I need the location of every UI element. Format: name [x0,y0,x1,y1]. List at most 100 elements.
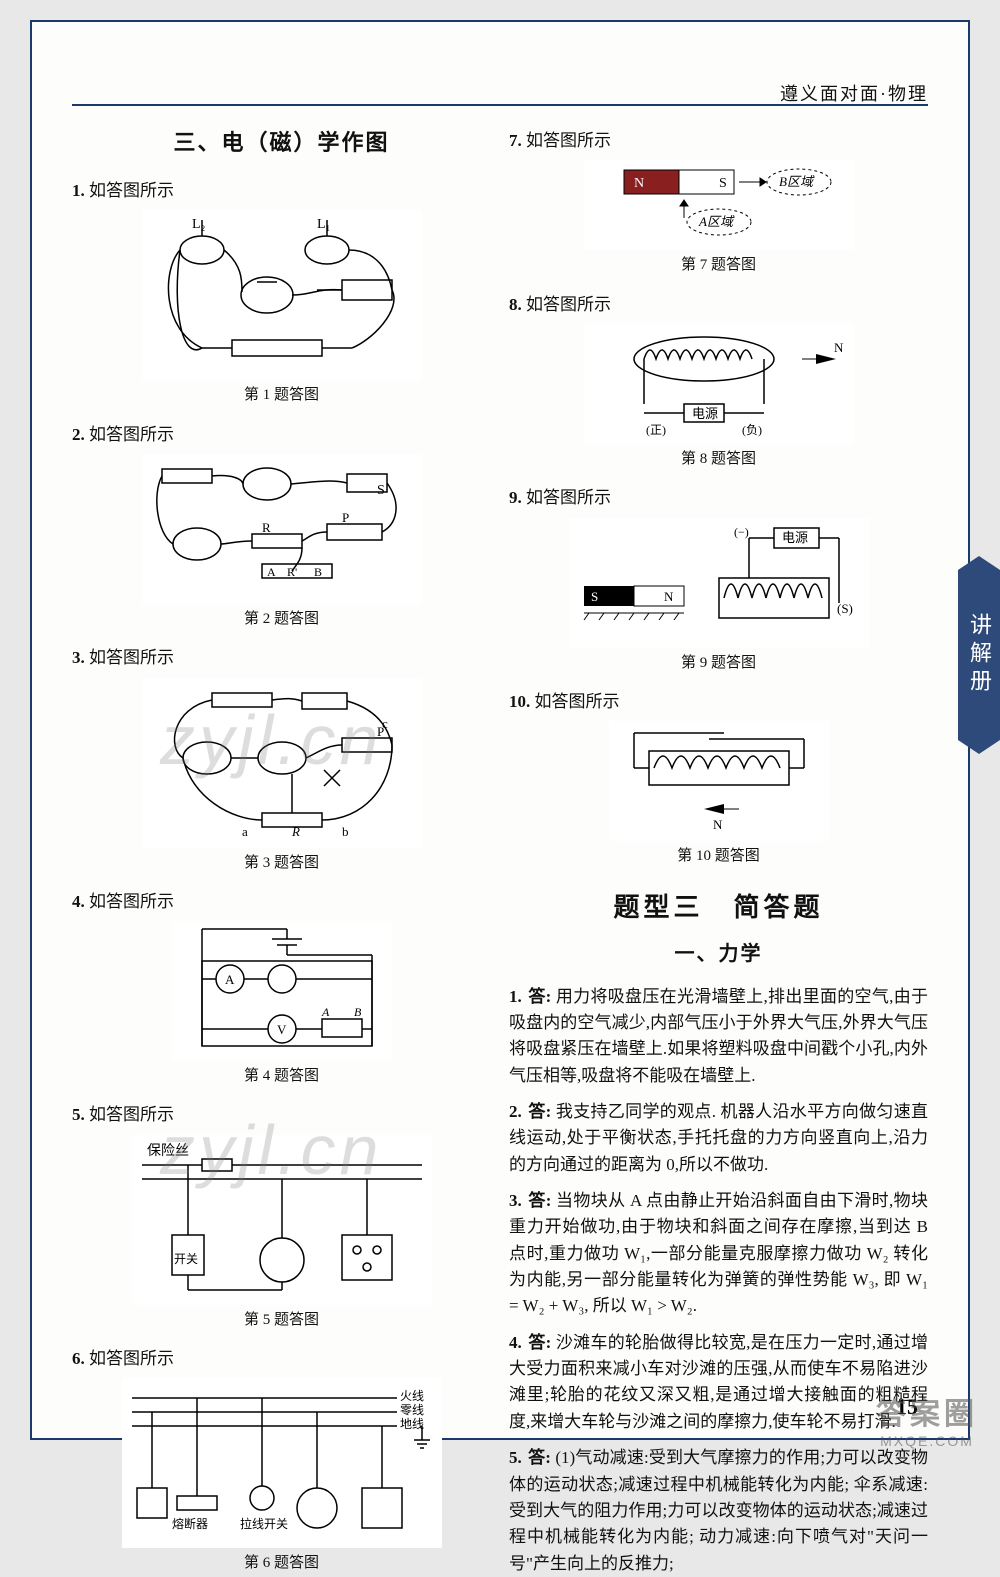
q3-line: 3. 如答图所示 [72,645,491,671]
q9-text: 如答图所示 [526,488,611,507]
q4-label-A2: A [321,1005,330,1019]
q3-num: 3. [72,648,85,667]
ans5-text: (1)气动减速:受到大气摩擦力的作用;力可以改变物体的运动状态;减速过程中机械能… [509,1448,928,1572]
q2-label-A: A [267,565,276,579]
q10-num: 10. [509,692,530,711]
q4-figure: A V A B 第 4 题答图 [72,921,491,1088]
q4-svg: A V A B [172,921,392,1061]
q8-text: 如答图所示 [526,295,611,314]
q7-text: 如答图所示 [526,131,611,150]
q1-text: 如答图所示 [89,181,174,200]
q1-caption: 第 1 题答图 [244,384,319,407]
running-head: 遵义面对面·物理 [780,80,928,106]
q4-caption: 第 4 题答图 [244,1065,319,1088]
q7-caption: 第 7 题答图 [681,254,756,277]
ans-3: 3. 答: 当物块从 A 点由静止开始沿斜面自由下滑时,物块重力开始做功,由于物… [509,1188,928,1320]
q3-label-a: a [242,824,248,839]
q8-label-neg: (负) [742,423,762,437]
q9-label-Sr: (S) [837,601,853,616]
q7-figure: N S B区域 A区域 第 7 题答图 [509,160,928,277]
side-tab: 讲解册 [958,570,1000,740]
q6-svg: 火线 零线 地线 熔断器 拉线开关 [122,1378,442,1548]
q5-svg: 保险丝 开关 [132,1135,432,1305]
q8-caption: 第 8 题答图 [681,448,756,471]
q5-figure: 保险丝 开关 第 5 题答图 [72,1135,491,1332]
q8-label-pos: (正) [646,423,666,437]
q4-label-B: B [354,1005,362,1019]
ans-2: 2. 答: 我支持乙同学的观点. 机器人沿水平方向做匀速直线运动,处于平衡状态,… [509,1099,928,1178]
q6-num: 6. [72,1349,85,1368]
ans5-label: 答: [528,1448,551,1467]
q6-label-fuse: 熔断器 [172,1516,208,1531]
ans1-text: 用力将吸盘压在光滑墙壁上,排出里面的空气,由于吸盘内的空气减少,内部气压小于外界… [509,987,928,1085]
right-column: 7. 如答图所示 N S B区域 A区域 [509,122,928,1388]
q9-line: 9. 如答图所示 [509,485,928,511]
ans3-text: 当物块从 A 点由静止开始沿斜面自由下滑时,物块重力开始做功,由于物块和斜面之间… [509,1191,928,1315]
q6-text: 如答图所示 [89,1349,174,1368]
q4-label-A: A [225,972,235,987]
q6-figure: 火线 零线 地线 熔断器 拉线开关 第 6 题答图 [72,1378,491,1575]
ans5-num: 5. [509,1448,522,1467]
q2-svg: S R P A R' B [142,454,422,604]
q4-line: 4. 如答图所示 [72,889,491,915]
q7-num: 7. [509,131,522,150]
q7-N: N [634,176,644,191]
q10-line: 10. 如答图所示 [509,689,928,715]
q1-label-L1: L₁ [317,217,330,232]
q1-line: 1. 如答图所示 [72,178,491,204]
q2-label-Rp: R' [287,565,297,579]
q9-label-neg: (−) [734,525,749,539]
header-rule [72,104,928,106]
ans3-label: 答: [528,1191,551,1210]
corner-logo-line1: 答案圈 [876,1389,978,1433]
corner-logo-line2: MXQE.COM [876,1433,978,1449]
q10-caption: 第 10 题答图 [677,845,760,868]
q5-num: 5. [72,1105,85,1124]
q9-caption: 第 9 题答图 [681,652,756,675]
q2-label-S: S [377,483,385,498]
ans2-label: 答: [528,1102,551,1121]
q4-label-V: V [277,1022,287,1037]
q5-caption: 第 5 题答图 [244,1309,319,1332]
q3-svg: c P a R b [142,678,422,848]
q2-label-P: P [342,510,349,525]
q10-svg: N [609,721,829,841]
q10-label-N: N [713,817,723,832]
q10-figure: N 第 10 题答图 [509,721,928,868]
qtype-heading: 题型三 简答题 [509,888,928,928]
ans2-text: 我支持乙同学的观点. 机器人沿水平方向做匀速直线运动,处于平衡状态,手托托盘的力… [509,1102,928,1174]
q7-svg: N S B区域 A区域 [584,160,854,250]
q8-label-N: N [834,340,844,355]
q6-line: 6. 如答图所示 [72,1346,491,1372]
ans-5: 5. 答: (1)气动减速:受到大气摩擦力的作用;力可以改变物体的运动状态;减速… [509,1445,928,1577]
left-column: 三、电（磁）学作图 1. 如答图所示 [72,122,491,1388]
ans2-num: 2. [509,1102,522,1121]
q6-caption: 第 6 题答图 [244,1552,319,1575]
q2-text: 如答图所示 [89,425,174,444]
q2-num: 2. [72,425,85,444]
corner-logo: 答案圈 MXQE.COM [876,1389,978,1449]
q6-label-pull: 拉线开关 [240,1516,288,1531]
q10-text: 如答图所示 [535,692,620,711]
ans4-text: 沙滩车的轮胎做得比较宽,是在压力一定时,通过增大受力面积来减小车对沙滩的压强,从… [509,1333,928,1431]
q4-text: 如答图所示 [89,892,174,911]
q7-line: 7. 如答图所示 [509,128,928,154]
q6-label-ground: 地线 [400,1417,424,1431]
q5-line: 5. 如答图所示 [72,1102,491,1128]
q2-label-R: R [262,520,271,535]
q5-label-fuse: 保险丝 [147,1143,189,1159]
q6-label-live: 火线 [400,1389,424,1403]
ans4-num: 4. [509,1333,522,1352]
q9-figure: 电源 (−) S N (S) 第 9 题答图 [509,518,928,675]
q1-figure: L₂ L₁ 第 1 题答图 [72,210,491,407]
q3-label-R: R [291,824,300,839]
q9-label-N: N [664,589,674,604]
q8-figure: 电源 (正) (负) N 第 8 题答图 [509,324,928,471]
ans-1: 1. 答: 用力将吸盘压在光滑墙壁上,排出里面的空气,由于吸盘内的空气减少,内部… [509,984,928,1089]
page: 遵义面对面·物理 三、电（磁）学作图 1. 如答图所示 [30,20,970,1440]
ans4-label: 答: [528,1333,551,1352]
ans1-label: 答: [528,987,551,1006]
q3-label-P: P [377,724,384,739]
q3-text: 如答图所示 [89,648,174,667]
q7-label-B: B区域 [779,174,815,189]
